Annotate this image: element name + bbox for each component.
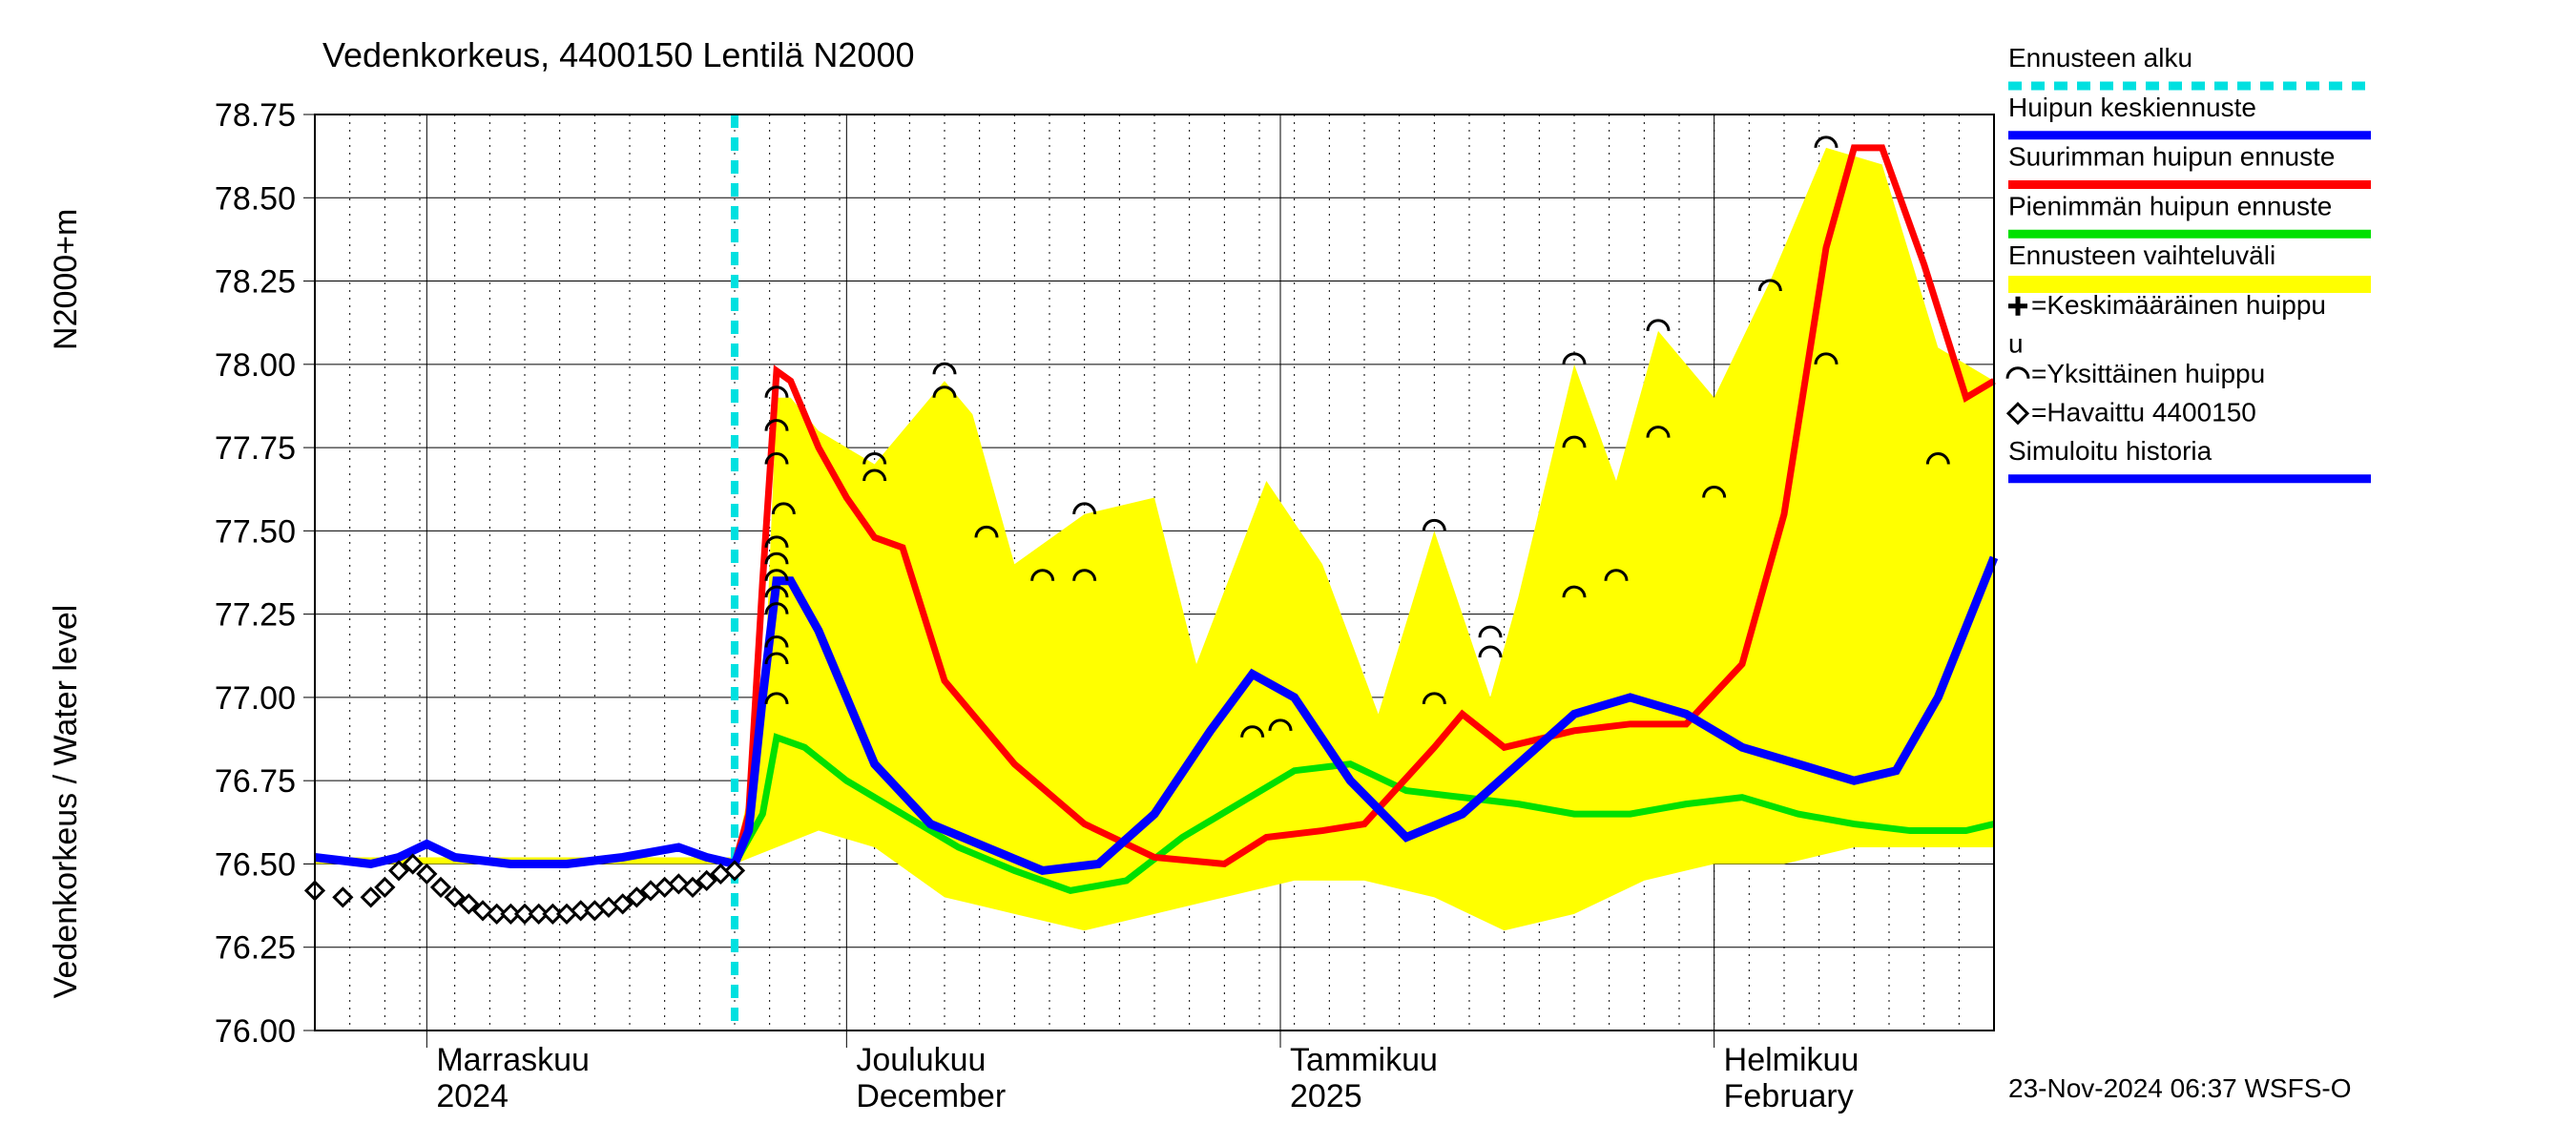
svg-text:78.00: 78.00: [215, 347, 296, 384]
svg-text:76.25: 76.25: [215, 930, 296, 967]
legend-label: =Keskimääräinen huippu: [2031, 290, 2326, 320]
legend-label: Simuloitu historia: [2008, 436, 2212, 466]
chart-svg: 76.00 76.25 76.50 76.75 77.00 77.25 77.50 77.75…: [0, 0, 2576, 1145]
svg-text:78.25: 78.25: [215, 264, 296, 301]
svg-text:February: February: [1724, 1078, 1854, 1114]
chart-title: Vedenkorkeus, 4400150 Lentilä N2000: [322, 35, 915, 74]
legend-label: Suurimman huipun ennuste: [2008, 142, 2335, 172]
svg-text:u: u: [2008, 328, 2024, 358]
svg-text:77.00: 77.00: [215, 680, 296, 717]
legend-label: =Yksittäinen huippu: [2031, 359, 2265, 388]
svg-text:76.00: 76.00: [215, 1013, 296, 1050]
legend-label: Huipun keskiennuste: [2008, 93, 2256, 122]
legend-label: Ennusteen vaihteluväli: [2008, 240, 2275, 270]
svg-text:Marraskuu: Marraskuu: [436, 1042, 590, 1078]
svg-text:78.50: 78.50: [215, 180, 296, 217]
chart-container: 76.00 76.25 76.50 76.75 77.00 77.25 77.50 77.75…: [0, 0, 2576, 1145]
legend-label: Pienimmän huipun ennuste: [2008, 191, 2332, 220]
footer-timestamp: 23-Nov-2024 06:37 WSFS-O: [2008, 1073, 2352, 1103]
svg-text:2025: 2025: [1290, 1078, 1362, 1114]
y-axis-label-2: N2000+m: [48, 209, 84, 350]
svg-text:76.50: 76.50: [215, 846, 296, 883]
svg-text:Joulukuu: Joulukuu: [856, 1042, 986, 1078]
svg-text:Helmikuu: Helmikuu: [1724, 1042, 1859, 1078]
svg-text:77.50: 77.50: [215, 513, 296, 550]
svg-text:2024: 2024: [436, 1078, 509, 1114]
svg-text:77.75: 77.75: [215, 430, 296, 467]
svg-text:Tammikuu: Tammikuu: [1290, 1042, 1438, 1078]
svg-text:77.25: 77.25: [215, 597, 296, 634]
y-axis-label-1: Vedenkorkeus / Water level: [48, 605, 84, 999]
svg-text:December: December: [856, 1078, 1006, 1114]
legend-label: =Havaittu 4400150: [2031, 397, 2256, 427]
svg-text:76.75: 76.75: [215, 763, 296, 800]
svg-text:78.75: 78.75: [215, 97, 296, 134]
legend-label: Ennusteen alku: [2008, 43, 2192, 73]
